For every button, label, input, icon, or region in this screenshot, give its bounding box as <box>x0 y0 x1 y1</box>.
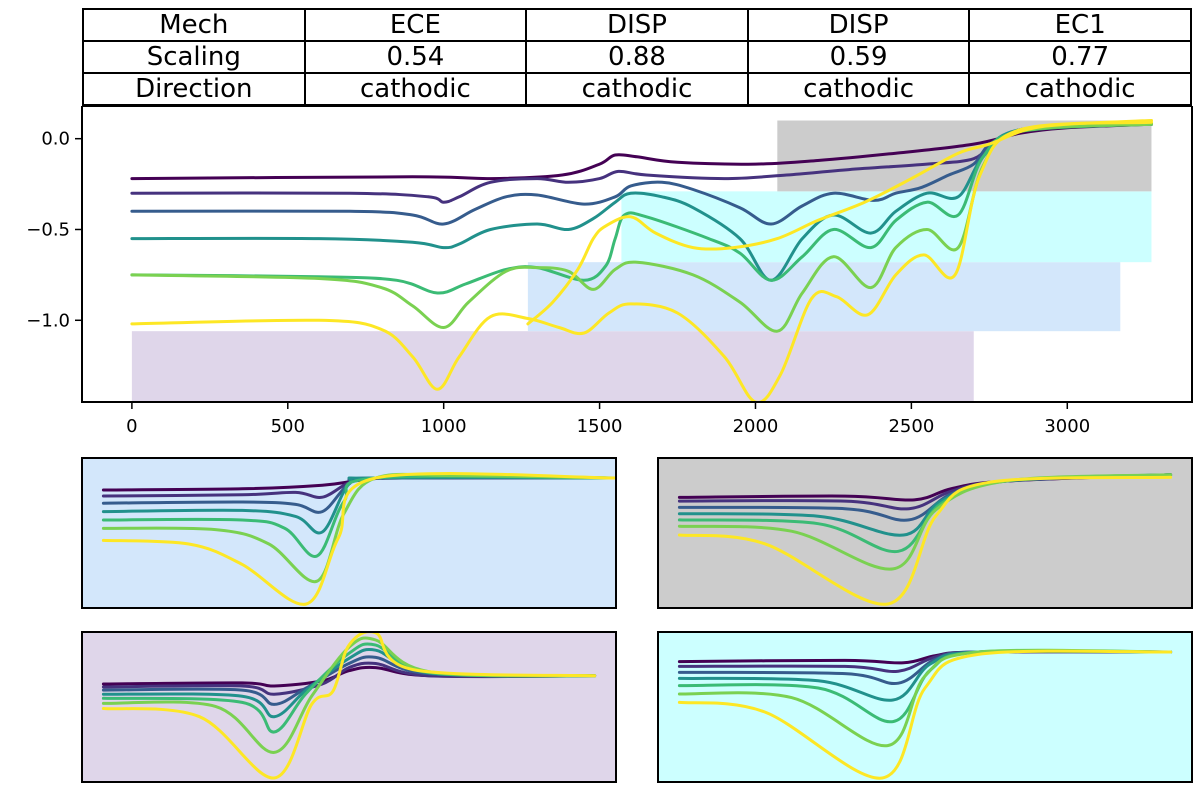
x-tick-label: 0 <box>126 416 137 437</box>
y-tick-label: −1.0 <box>26 310 70 331</box>
table-cell: 0.77 <box>968 40 1192 74</box>
background-region <box>131 331 974 402</box>
series-line <box>130 122 1153 226</box>
inset-frame <box>81 631 617 783</box>
inset-background <box>658 632 1192 782</box>
x-tick-label: 3000 <box>1044 416 1090 437</box>
x-tick-label: 2000 <box>733 416 779 437</box>
table-cell: DISP <box>525 8 749 42</box>
inset-background <box>658 458 1192 608</box>
series-line <box>130 122 1153 333</box>
x-tick-label: 2500 <box>888 416 934 437</box>
background-region <box>527 262 1121 332</box>
background-region <box>777 120 1152 192</box>
table-cell: EC1 <box>968 8 1192 42</box>
table-cell: DISP <box>746 8 971 42</box>
series-line <box>130 122 1153 295</box>
table-cell: cathodic <box>303 72 528 106</box>
table-cell: 0.54 <box>303 40 528 74</box>
inset-frame <box>657 631 1193 783</box>
inset-chart-top-right <box>657 457 1193 609</box>
x-tick-label: 1000 <box>421 416 467 437</box>
table-cell: cathodic <box>746 72 971 106</box>
x-tick-label: 1500 <box>577 416 623 437</box>
table-cell: cathodic <box>968 72 1192 106</box>
series-line <box>677 475 1173 606</box>
table-cell: 0.88 <box>525 40 749 74</box>
x-tick-label: 500 <box>271 416 305 437</box>
summary-table: Mech ECE DISP DISP EC1 Scaling 0.54 0.88… <box>82 8 1192 106</box>
series-line <box>130 122 1153 282</box>
plot-frame <box>81 106 1193 403</box>
inset-chart-bottom-right <box>657 631 1193 783</box>
table-row: Mech ECE DISP DISP EC1 <box>82 8 1192 42</box>
series-line <box>677 649 1173 780</box>
inset-frame <box>657 457 1193 609</box>
y-tick-label: 0.0 <box>41 129 70 150</box>
y-tick-label: −0.5 <box>26 219 70 240</box>
table-cell: cathodic <box>525 72 749 106</box>
series-line <box>101 472 616 606</box>
series-line <box>101 472 616 584</box>
inset-chart-top-left <box>81 457 617 609</box>
background-region <box>621 191 1152 263</box>
table-cell: Scaling <box>82 40 306 74</box>
table-row: Direction cathodic cathodic cathodic cat… <box>82 72 1192 106</box>
series-line <box>130 120 1153 402</box>
table-row: Scaling 0.54 0.88 0.59 0.77 <box>82 40 1192 74</box>
table-cell: ECE <box>303 8 528 42</box>
inset-chart-bottom-left <box>81 631 617 783</box>
series-line <box>101 632 597 780</box>
inset-frame <box>81 457 617 609</box>
table-cell: Direction <box>82 72 306 106</box>
table-cell: 0.59 <box>746 40 971 74</box>
main-chart: 0 500 1000 1500 2000 2500 3000 0.0 −0.5 −1.0 <box>26 106 1193 437</box>
series-line <box>526 119 1153 326</box>
table-cell: Mech <box>82 8 306 42</box>
